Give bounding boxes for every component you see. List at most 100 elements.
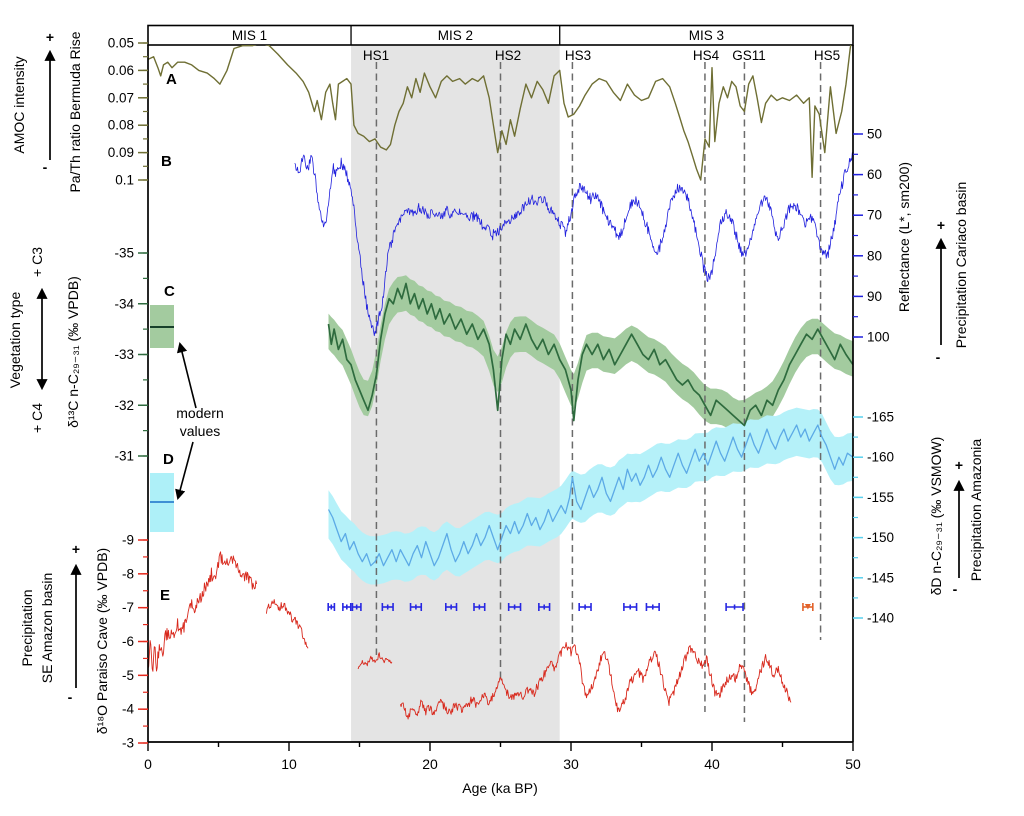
minus-sign: - [43, 159, 48, 175]
axis-D-tick-label: -150 [867, 530, 894, 545]
axis-D-tick-label: -160 [867, 450, 894, 465]
axis-E-tick-label: -5 [122, 668, 134, 683]
series-D-line [327, 424, 853, 567]
axis-D-tick-label: -145 [867, 570, 894, 585]
minus-sign: - [936, 349, 941, 365]
age-control-marker [342, 603, 352, 611]
x-axis-tick-label: 0 [144, 756, 152, 772]
direction-label-E: SE Amazon basin [39, 573, 55, 684]
mis-box [147, 24, 854, 46]
axis-B-tick-label: 60 [867, 167, 882, 182]
age-control-marker [444, 603, 458, 611]
age-control-marker [538, 603, 551, 611]
panel-letter-B: B [161, 153, 172, 170]
event-label-hs5: HS5 [814, 48, 840, 63]
age-control-marker [802, 603, 814, 611]
c3-label: + C3 [29, 247, 45, 277]
axis-C-tick-label: -34 [114, 296, 134, 311]
series-E-line-seg1 [148, 551, 258, 672]
event-label-gs11: GS11 [732, 48, 766, 63]
age-control-marker [381, 603, 394, 611]
axis-D-tick-label: -155 [867, 490, 894, 505]
minus-sign: - [953, 581, 958, 597]
x-axis-tick-label: 40 [704, 756, 720, 772]
age-control-marker [645, 603, 660, 611]
event-label-hs1: HS1 [363, 48, 389, 63]
series-E-line-seg2 [265, 599, 309, 649]
event-label-hs3: HS3 [565, 48, 591, 63]
axis-A-tick-label: 0.07 [108, 90, 134, 105]
axis-D-tick-label: -165 [867, 410, 894, 425]
age-control-marker [578, 603, 592, 611]
axis-B-tick-label: 90 [867, 289, 882, 304]
axis-A-tick-label: 0.05 [108, 36, 134, 51]
series-D-envelope [328, 407, 853, 585]
axis-C-tick-label: -31 [114, 449, 134, 464]
series-A-line [148, 45, 852, 181]
mis-label: MIS 1 [232, 28, 267, 43]
axis-B-title: Reflectance (L*, sm200) [896, 162, 912, 312]
x-axis-tick-label: 50 [845, 756, 861, 772]
panel-letter-A: A [166, 71, 177, 88]
axis-D-title: δD n-C₂₉₋₃₁ (‰ VSMOW) [928, 437, 944, 596]
axis-E-tick-label: -9 [122, 533, 134, 548]
axis-E-tick-label: -6 [122, 634, 134, 649]
panel-letter-D: D [163, 451, 174, 468]
event-label-hs4: HS4 [693, 48, 720, 63]
axis-C-tick-label: -33 [114, 347, 134, 362]
plus-sign: + [46, 29, 54, 45]
plus-sign: + [72, 541, 80, 557]
series-C-line [327, 282, 853, 427]
axis-A-tick-label: 0.1 [115, 173, 134, 188]
axis-C-title: δ¹³C n-C₂₉₋₃₁ (‰ VPDB) [65, 276, 81, 428]
plus-sign: + [955, 457, 963, 473]
axis-B-tick-label: 100 [867, 330, 890, 345]
axis-B-tick-label: 50 [867, 127, 882, 142]
age-control-marker [623, 603, 638, 611]
modern-values-text: modern [176, 405, 223, 421]
plus-sign: + [937, 217, 945, 233]
direction-label-C: Vegetation type [7, 292, 23, 389]
series-C-envelope [328, 275, 853, 436]
axis-B-tick-label: 80 [867, 248, 882, 263]
axis-A-title: Pa/Th ratio Bermuda Rise [67, 31, 83, 192]
minus-sign: - [68, 689, 73, 705]
event-label-hs2: HS2 [495, 48, 521, 63]
axis-A-tick-label: 0.09 [108, 145, 134, 160]
age-control-marker [725, 603, 744, 611]
axis-E-tick-label: -4 [122, 702, 134, 717]
mis2-glacial-shading [351, 45, 560, 742]
series-group [148, 45, 853, 720]
modern-values-text: values [180, 423, 220, 439]
x-axis-tick-label: 10 [281, 756, 297, 772]
axis-A-tick-label: 0.06 [108, 63, 134, 78]
series-E-line-seg4 [399, 642, 792, 720]
axis-E-tick-label: -7 [122, 600, 134, 615]
age-control-marker [473, 603, 486, 611]
series-B-line [294, 152, 853, 337]
axis-E-tick-label: -3 [122, 736, 134, 751]
direction-label-A: AMOC intensity [11, 56, 27, 153]
direction-label-B: Precipitation Cariaco basin [953, 182, 969, 349]
c4-label: + C4 [29, 403, 45, 433]
age-control-marker [351, 603, 362, 611]
modern-values-arrow-icon [176, 341, 197, 409]
envelopes-group [328, 275, 853, 585]
age-control-marker [507, 603, 522, 611]
x-axis-tick-label: 30 [563, 756, 579, 772]
axis-A-tick-label: 0.08 [108, 118, 134, 133]
triangle-icon [804, 604, 811, 610]
x-axis-title: Age (ka BP) [462, 780, 537, 796]
panel-letter-E: E [160, 587, 170, 604]
age-control-marker [327, 603, 336, 611]
panel-letter-C: C [164, 283, 175, 300]
direction-label-E: Precipitation [19, 589, 35, 666]
axis-D-tick-label: -140 [867, 611, 894, 626]
direction-label-D: Precipitation Amazonia [968, 439, 984, 582]
axis-E-tick-label: -8 [122, 566, 134, 581]
modern-values-arrow-icon [175, 441, 194, 501]
axis-C-tick-label: -35 [114, 246, 134, 261]
axis-E-title: δ¹⁸O Paraiso Cave (‰ VPDB) [94, 548, 110, 734]
